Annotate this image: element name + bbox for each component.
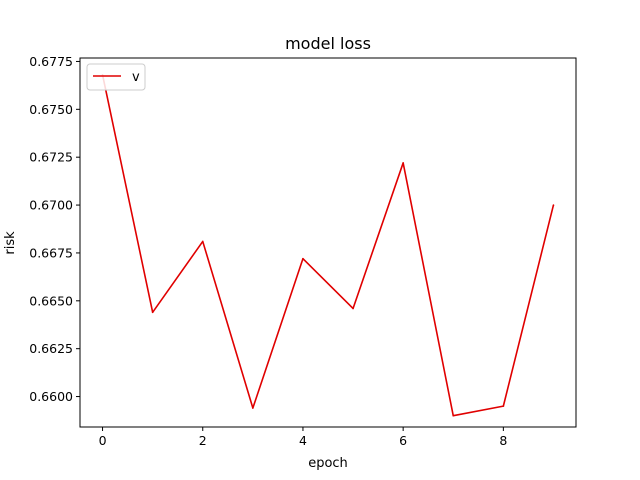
data-point (502, 405, 505, 407)
x-tick-label: 2 (199, 433, 207, 448)
data-point (151, 311, 154, 314)
x-tick-label: 6 (399, 433, 407, 448)
y-tick-label: 0.6700 (29, 198, 73, 213)
legend-label: v (132, 70, 140, 85)
plot-frame (79, 57, 577, 428)
y-axis-ticks: 0.6600 0.6625 0.6650 0.6675 0.6700 0.6725 0.67… (29, 54, 80, 404)
x-axis-label: epoch (308, 456, 348, 471)
legend: v (86, 63, 146, 91)
x-axis-ticks: 0 2 4 6 8 (99, 427, 507, 448)
data-point (552, 204, 555, 206)
x-tick-label: 4 (299, 433, 307, 448)
data-point (302, 257, 304, 260)
series-line-v (101, 74, 555, 417)
y-tick-label: 0.6725 (29, 150, 73, 165)
x-tick-label: 0 (99, 433, 107, 448)
data-point (402, 162, 404, 164)
y-tick-label: 0.6675 (29, 245, 73, 260)
data-point (452, 414, 455, 417)
y-tick-label: 0.6750 (29, 102, 73, 117)
y-tick-label: 0.6625 (29, 341, 73, 356)
x-tick-label: 8 (499, 433, 507, 448)
y-tick-label: 0.6600 (29, 389, 73, 404)
y-tick-label: 0.6775 (29, 54, 73, 69)
y-axis-label: risk (3, 231, 18, 255)
data-point (201, 240, 204, 243)
y-tick-label: 0.6650 (29, 293, 73, 308)
chart-title: model loss (285, 34, 371, 53)
legend-box (86, 63, 146, 91)
data-point (252, 407, 254, 409)
data-point (352, 307, 354, 310)
